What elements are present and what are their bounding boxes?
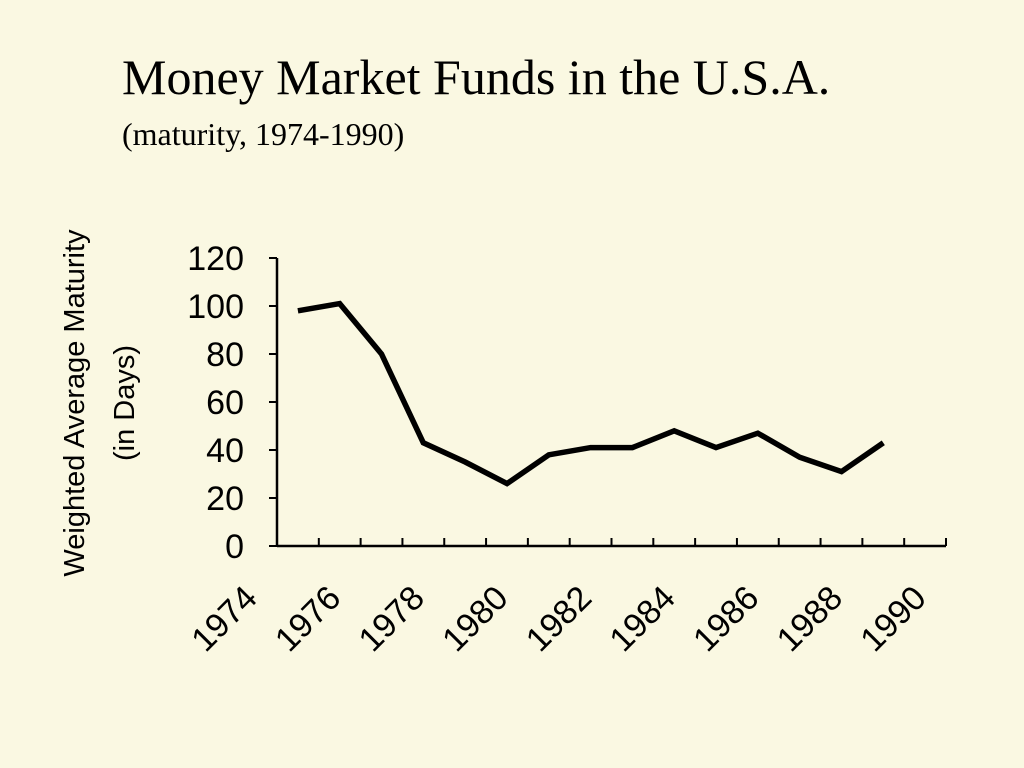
x-tick-label: 1980	[435, 579, 515, 659]
chart-title: Money Market Funds in the U.S.A.	[122, 49, 831, 105]
x-tick-label: 1986	[686, 579, 766, 659]
x-tick-label: 1984	[602, 579, 682, 659]
y-axis-title-line-1: Weighted Average Maturity	[59, 229, 91, 577]
ticks	[269, 257, 947, 547]
x-tick-label: 1982	[519, 579, 599, 659]
y-tick-label: 60	[206, 384, 244, 422]
x-tick-label: 1978	[352, 579, 432, 659]
axes	[275, 258, 946, 548]
y-axis-title-line-2: (in Days)	[109, 345, 141, 461]
y-tick-label: 40	[206, 432, 244, 470]
y-tick-label: 80	[206, 336, 244, 374]
y-tick-label: 0	[225, 528, 244, 566]
chart-subtitle: (maturity, 1974-1990)	[122, 116, 405, 152]
x-tick-label: 1976	[268, 579, 348, 659]
x-tick-label: 1974	[184, 579, 264, 659]
x-tick-label: 1988	[770, 579, 850, 659]
x-tick-label: 1990	[853, 579, 933, 659]
series	[297, 300, 885, 487]
y-axis-title: Weighted Average Maturity (in Days)	[59, 229, 141, 577]
y-tick-label: 120	[187, 240, 244, 278]
series-line	[297, 300, 885, 487]
y-tick-label: 100	[187, 288, 244, 326]
y-tick-label: 20	[206, 480, 244, 518]
